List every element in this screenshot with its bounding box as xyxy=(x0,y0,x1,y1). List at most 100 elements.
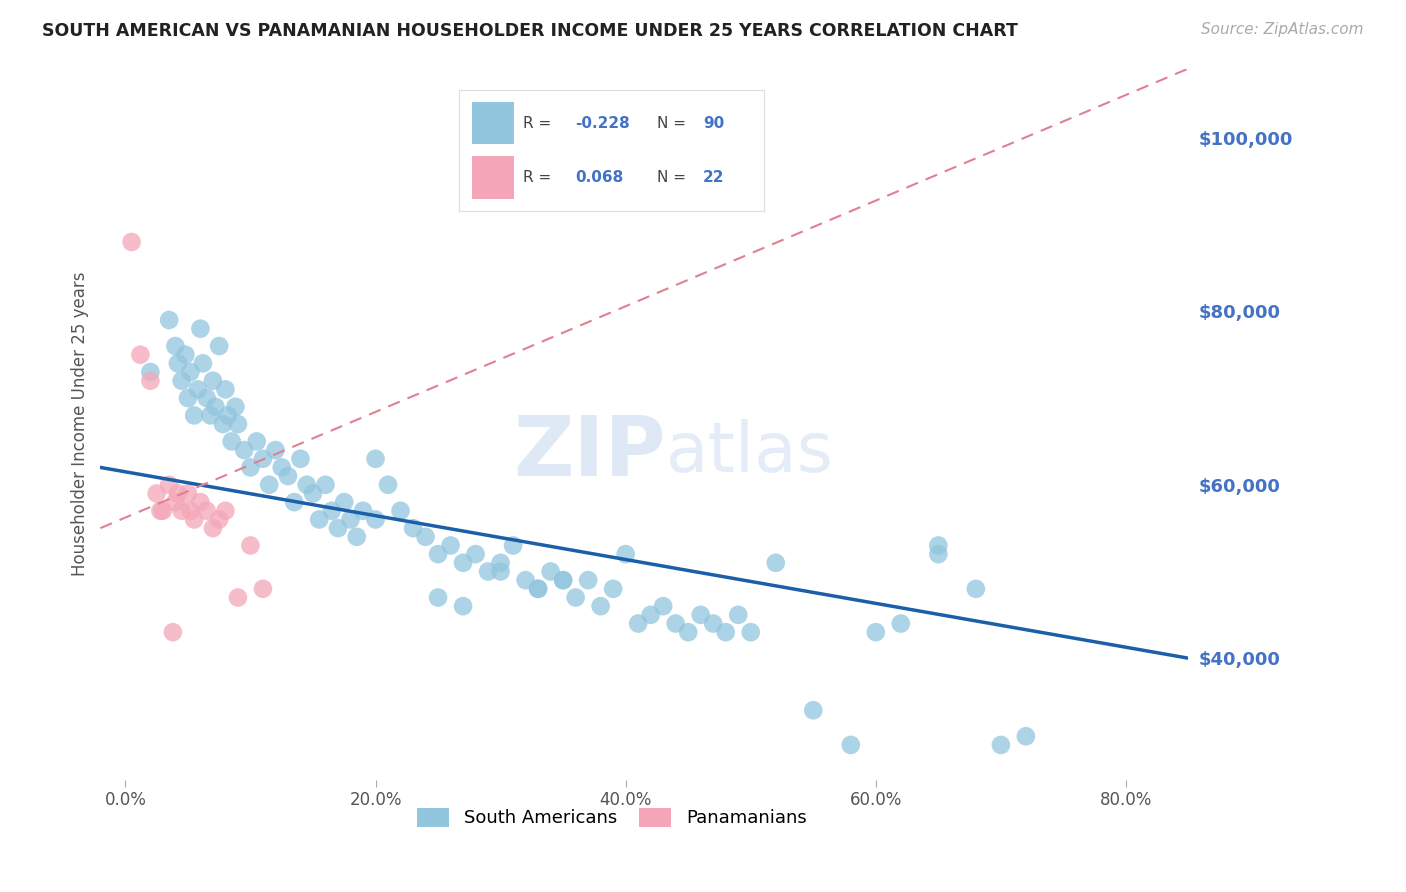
Y-axis label: Householder Income Under 25 years: Householder Income Under 25 years xyxy=(72,272,89,576)
Point xyxy=(489,565,512,579)
Point xyxy=(183,409,205,423)
Point xyxy=(540,565,562,579)
Point xyxy=(191,356,214,370)
Point xyxy=(167,486,190,500)
Point xyxy=(239,460,262,475)
Point xyxy=(187,383,209,397)
Point xyxy=(326,521,349,535)
Point xyxy=(270,460,292,475)
Point xyxy=(965,582,987,596)
Point xyxy=(689,607,711,622)
Text: atlas: atlas xyxy=(666,419,834,486)
Point xyxy=(427,547,450,561)
Point xyxy=(177,486,200,500)
Point xyxy=(576,573,599,587)
Point xyxy=(927,547,949,561)
Point xyxy=(415,530,437,544)
Point xyxy=(364,512,387,526)
Point xyxy=(201,521,224,535)
Point xyxy=(149,504,172,518)
Point xyxy=(204,400,226,414)
Point xyxy=(283,495,305,509)
Point xyxy=(627,616,650,631)
Point xyxy=(364,451,387,466)
Point xyxy=(152,504,174,518)
Text: ZIP: ZIP xyxy=(513,412,666,493)
Point xyxy=(564,591,586,605)
Point xyxy=(201,374,224,388)
Point xyxy=(145,486,167,500)
Point xyxy=(257,477,280,491)
Point xyxy=(212,417,235,431)
Point xyxy=(714,625,737,640)
Point xyxy=(208,512,231,526)
Point xyxy=(553,573,575,587)
Point xyxy=(839,738,862,752)
Point xyxy=(129,348,152,362)
Point xyxy=(314,477,336,491)
Legend: South Americans, Panamanians: South Americans, Panamanians xyxy=(409,801,814,835)
Point xyxy=(252,451,274,466)
Point xyxy=(195,504,218,518)
Point xyxy=(527,582,550,596)
Point xyxy=(224,400,246,414)
Point xyxy=(170,504,193,518)
Point xyxy=(226,591,249,605)
Point xyxy=(264,443,287,458)
Point xyxy=(165,339,187,353)
Point xyxy=(377,477,399,491)
Point xyxy=(239,539,262,553)
Point xyxy=(157,313,180,327)
Point xyxy=(727,607,749,622)
Point xyxy=(139,374,162,388)
Point xyxy=(200,409,222,423)
Point xyxy=(602,582,624,596)
Point xyxy=(290,451,312,466)
Point xyxy=(233,443,256,458)
Point xyxy=(990,738,1012,752)
Point xyxy=(553,573,575,587)
Point xyxy=(162,625,184,640)
Point xyxy=(389,504,412,518)
Point xyxy=(157,477,180,491)
Point xyxy=(489,556,512,570)
Point xyxy=(439,539,461,553)
Point xyxy=(190,495,212,509)
Point xyxy=(308,512,330,526)
Point xyxy=(427,591,450,605)
Point xyxy=(464,547,486,561)
Point xyxy=(321,504,343,518)
Point xyxy=(665,616,688,631)
Point xyxy=(865,625,887,640)
Point xyxy=(890,616,912,631)
Point xyxy=(402,521,425,535)
Point xyxy=(515,573,537,587)
Point xyxy=(139,365,162,379)
Point xyxy=(614,547,637,561)
Point xyxy=(451,556,474,570)
Point xyxy=(352,504,374,518)
Point xyxy=(346,530,368,544)
Point xyxy=(208,339,231,353)
Point xyxy=(339,512,361,526)
Point xyxy=(214,383,236,397)
Text: Source: ZipAtlas.com: Source: ZipAtlas.com xyxy=(1201,22,1364,37)
Point xyxy=(927,539,949,553)
Point xyxy=(190,321,212,335)
Point xyxy=(217,409,239,423)
Point xyxy=(333,495,356,509)
Point xyxy=(167,356,190,370)
Point xyxy=(652,599,675,614)
Point xyxy=(165,495,187,509)
Point xyxy=(121,235,143,249)
Point xyxy=(477,565,499,579)
Point xyxy=(226,417,249,431)
Point xyxy=(302,486,325,500)
Point xyxy=(295,477,318,491)
Point xyxy=(502,539,524,553)
Point xyxy=(195,391,218,405)
Point xyxy=(252,582,274,596)
Point xyxy=(277,469,299,483)
Point xyxy=(676,625,699,640)
Point xyxy=(179,365,201,379)
